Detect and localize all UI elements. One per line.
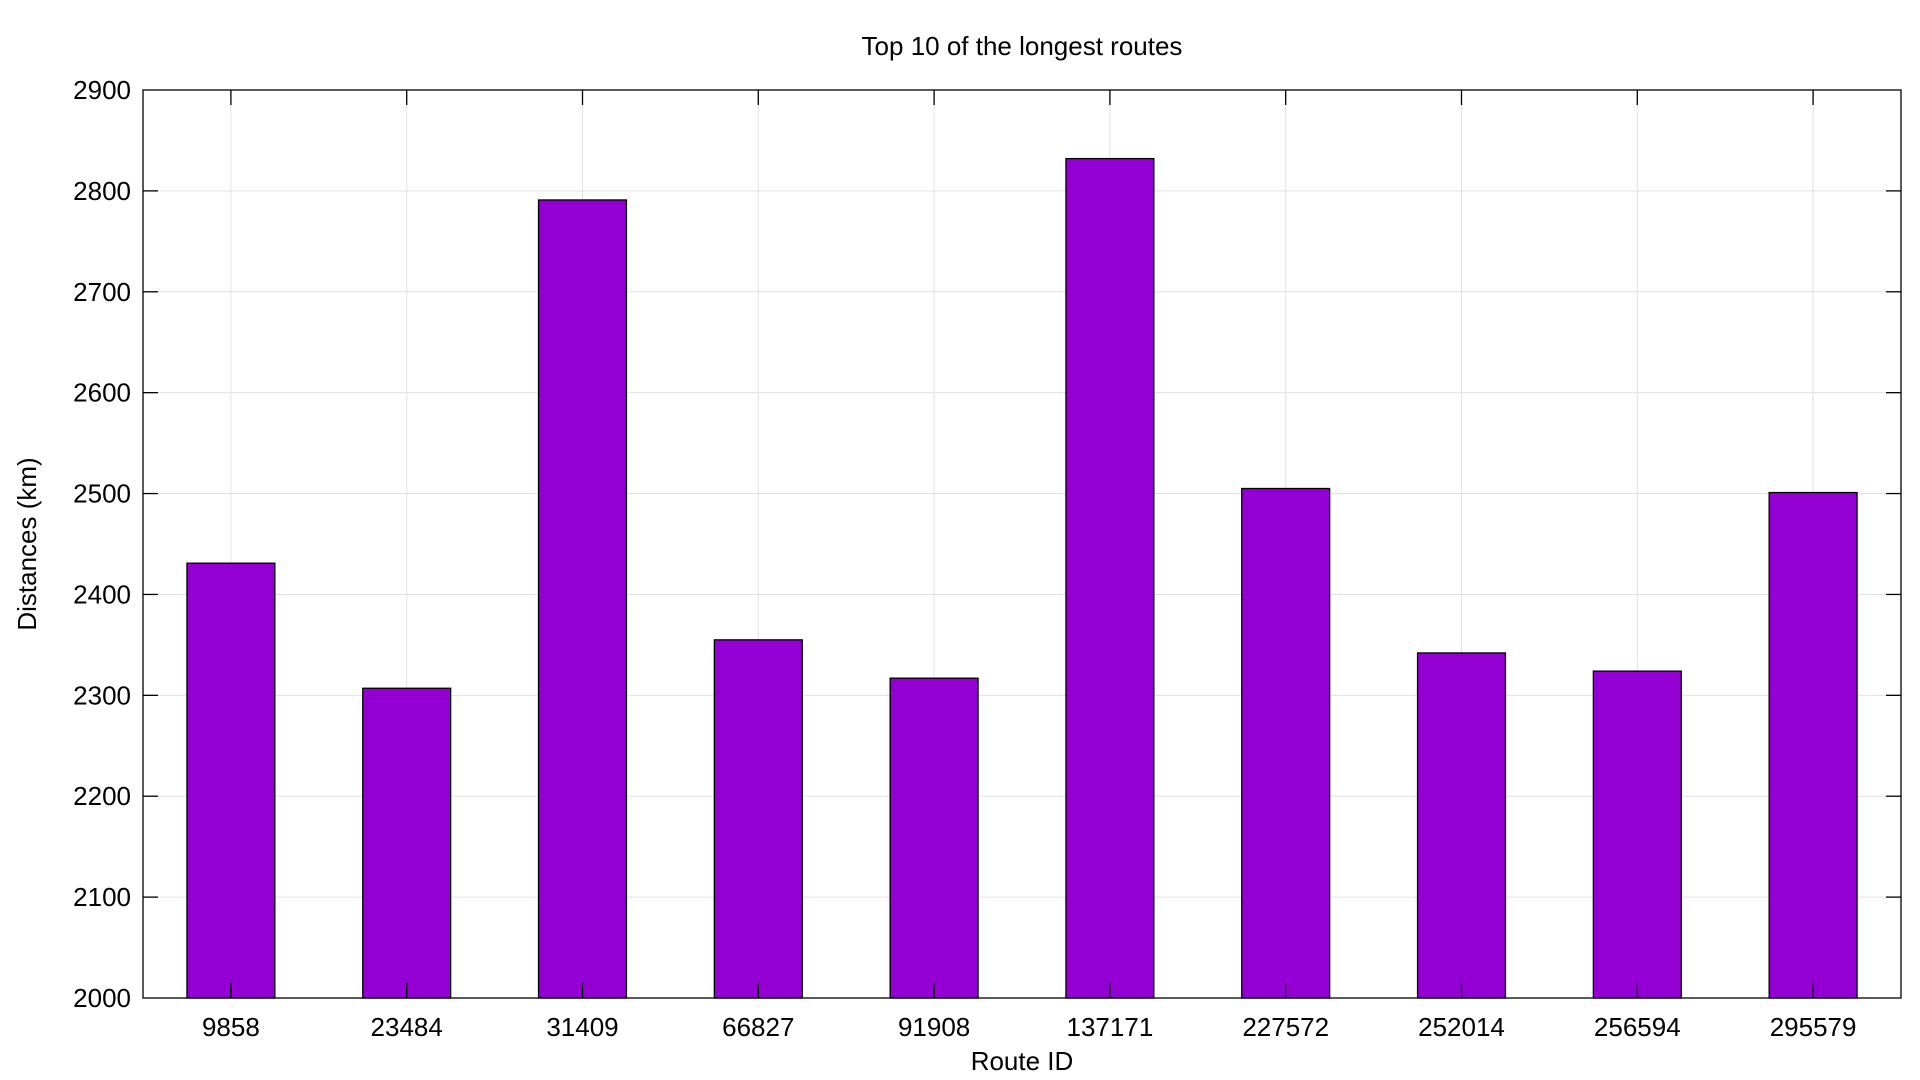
plot-frame [142, 89, 1902, 999]
bar-23484 [362, 687, 452, 999]
tick-labels: 2000 2100 2200 2300 2400 2500 2600 2700 2800 2900… [73, 75, 1856, 1042]
bar-256594 [1592, 670, 1682, 999]
bar-227572 [1241, 487, 1331, 999]
y-tick-label: 2600 [73, 378, 131, 408]
bar-66827 [713, 639, 803, 999]
chart-title: Top 10 of the longest routes [862, 31, 1183, 61]
y-tick-label: 2100 [73, 882, 131, 912]
y-tick-label: 2800 [73, 176, 131, 206]
bar-31409 [537, 199, 628, 999]
x-tick-label: 91908 [898, 1012, 970, 1042]
y-tick-label: 2200 [73, 781, 131, 811]
bar-91908 [889, 677, 979, 999]
x-tick-label: 31409 [546, 1012, 618, 1042]
bar-252014 [1416, 652, 1507, 999]
bar-295579 [1768, 491, 1858, 999]
x-tick-label: 295579 [1770, 1012, 1857, 1042]
y-tick-label: 2400 [73, 579, 131, 609]
y-axis-label: Distances (km) [12, 457, 42, 630]
y-tick-label: 2300 [73, 680, 131, 710]
y-tick-label: 2900 [73, 75, 131, 105]
x-tick-label: 23484 [371, 1012, 443, 1042]
x-tick-label: 9858 [202, 1012, 260, 1042]
x-tick-label: 137171 [1067, 1012, 1154, 1042]
x-tick-label: 227572 [1242, 1012, 1329, 1042]
x-axis-label: Route ID [971, 1046, 1074, 1076]
y-tick-label: 2500 [73, 479, 131, 509]
y-tick-label: 2700 [73, 277, 131, 307]
x-tick-label: 256594 [1594, 1012, 1681, 1042]
ticks [143, 90, 1901, 998]
bar-137171 [1065, 157, 1155, 999]
y-tick-label: 2000 [73, 983, 131, 1013]
x-tick-label: 252014 [1418, 1012, 1505, 1042]
bars [186, 157, 1858, 999]
bar-9858 [186, 562, 276, 999]
x-tick-label: 66827 [722, 1012, 794, 1042]
